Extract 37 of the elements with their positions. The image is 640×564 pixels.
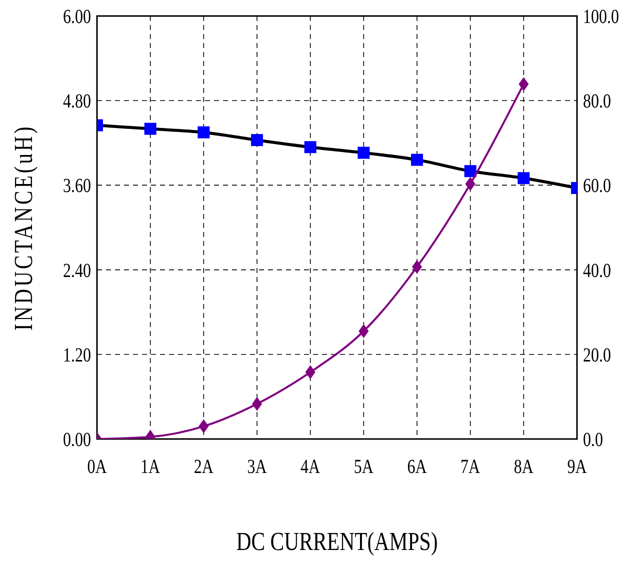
point [144,122,156,135]
x-tick-label: 1A [140,455,160,478]
x-tick-label: 5A [354,455,374,478]
x-tick-label: 6A [407,455,427,478]
point [464,165,476,178]
x-tick-label: 0A [87,455,107,478]
y-tick-label: 3.60 [62,174,91,197]
point [358,146,370,159]
point [198,126,210,138]
y-tick-label: 6.00 [62,5,91,28]
y-tick-label: 4.80 [62,90,91,112]
y2-tick-label: 60.0 [583,174,612,197]
x-tick-label: 8A [514,455,534,478]
y-tick-label: 0.00 [62,428,91,450]
point [518,172,530,184]
y-tick-label: 2.40 [62,259,91,282]
y-tick-label: 1.20 [62,344,91,366]
point [518,77,529,92]
y2-tick-label: 80.0 [583,90,612,112]
y2-tick-label: 100.0 [583,5,619,28]
point [465,176,476,191]
y2-tick-label: 0.0 [583,428,603,450]
x-tick-label: 9A [567,455,587,478]
y2-tick-label: 20.0 [583,344,612,366]
x-axis-title: DC CURRENT(AMPS) [236,528,438,557]
point [305,365,316,380]
point [198,419,209,434]
x-tick-label: 4A [300,455,320,478]
x-tick-label: 7A [460,455,480,478]
point [411,154,423,166]
point [304,141,316,154]
point [358,324,369,338]
x-tick-label: 2A [194,455,214,478]
y-axis-title: INDUCTANCE(uH) [10,124,39,331]
point [251,134,263,146]
x-tick-label: 3A [247,455,267,478]
y2-tick-label: 40.0 [583,259,612,282]
